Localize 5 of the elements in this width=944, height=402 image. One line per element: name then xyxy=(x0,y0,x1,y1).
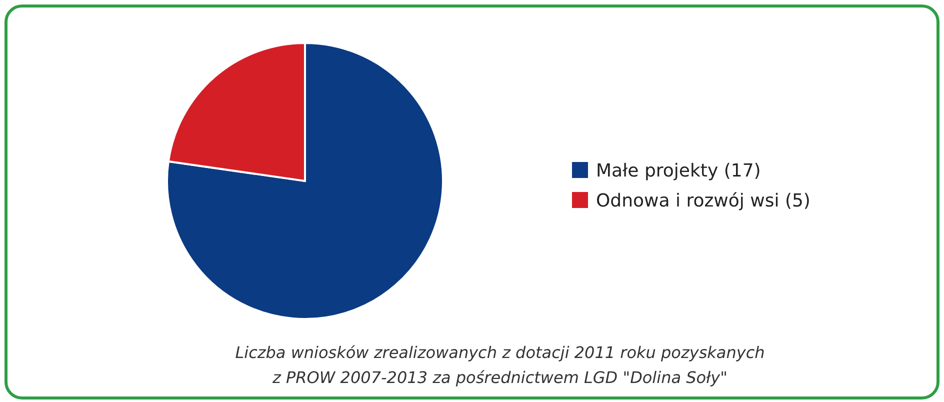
legend-label: Małe projekty (17) xyxy=(596,160,761,182)
pie-slice xyxy=(166,42,444,320)
text: Liczba wniosków zrealizowanych z dotacji 2011 roku pozyskanych xyxy=(235,343,765,362)
text: z PROW 2007-2013 za pośrednictwem LGD "Dolina Soły" xyxy=(272,368,728,387)
legend-label: Odnowa i rozwój wsi (5) xyxy=(596,190,810,212)
